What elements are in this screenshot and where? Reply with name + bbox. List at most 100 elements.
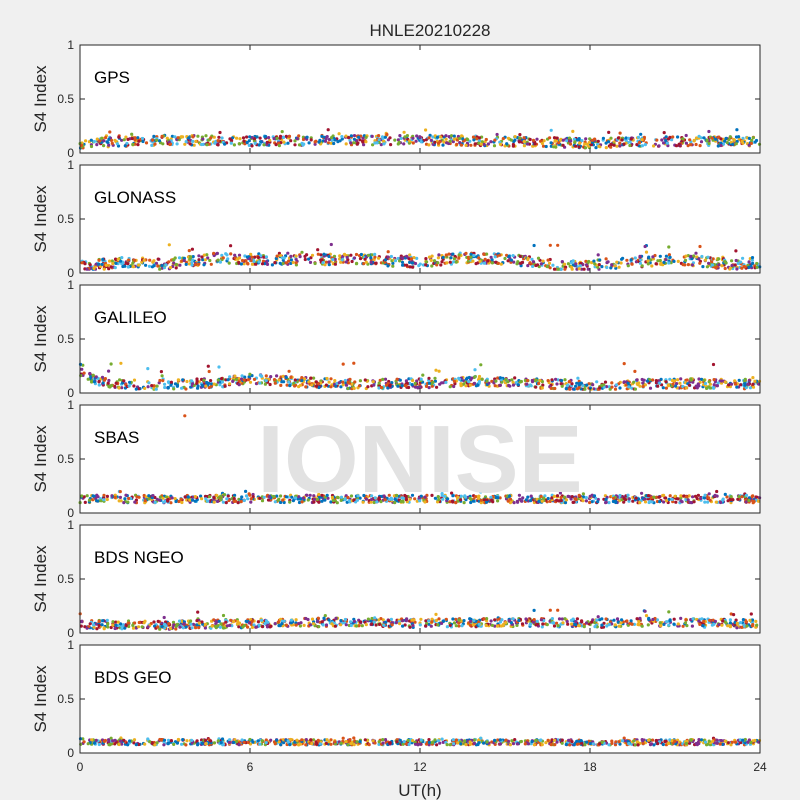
data-point xyxy=(256,620,260,624)
data-point xyxy=(197,626,201,630)
data-point xyxy=(264,255,268,259)
data-point xyxy=(207,495,212,499)
data-point xyxy=(435,385,439,389)
data-point xyxy=(672,259,676,263)
data-point xyxy=(501,137,505,141)
data-point xyxy=(578,264,582,268)
data-point xyxy=(114,623,118,627)
data-point xyxy=(249,252,253,256)
data-point xyxy=(231,379,235,383)
data-point xyxy=(604,141,608,145)
data-point xyxy=(733,382,738,386)
data-point xyxy=(730,259,734,263)
data-point xyxy=(755,265,759,269)
data-point xyxy=(293,378,297,382)
data-point xyxy=(92,140,96,144)
data-point xyxy=(97,383,101,387)
data-point xyxy=(158,267,162,271)
data-point xyxy=(495,132,499,137)
data-point xyxy=(197,254,201,258)
data-point xyxy=(91,494,95,498)
data-point xyxy=(80,494,84,498)
data-point xyxy=(246,497,250,501)
data-point xyxy=(575,381,579,385)
data-point xyxy=(667,261,671,265)
data-point xyxy=(262,143,266,147)
data-point xyxy=(330,622,334,626)
data-point xyxy=(518,136,522,140)
data-point xyxy=(239,262,243,266)
data-point xyxy=(667,610,671,614)
data-point xyxy=(541,259,545,263)
data-point xyxy=(477,256,481,260)
data-point xyxy=(295,137,299,141)
data-point xyxy=(500,618,504,622)
data-point xyxy=(363,378,367,382)
data-point xyxy=(229,252,233,256)
data-point xyxy=(662,131,666,135)
data-point xyxy=(705,386,709,390)
data-point xyxy=(126,137,130,141)
data-point xyxy=(437,617,441,621)
data-point xyxy=(163,622,167,627)
data-point xyxy=(248,493,252,497)
data-point xyxy=(575,387,580,391)
data-point xyxy=(217,619,221,623)
data-point xyxy=(411,141,415,145)
data-point xyxy=(189,619,193,623)
data-point xyxy=(315,384,319,388)
data-point xyxy=(322,616,326,620)
data-point xyxy=(133,500,137,504)
data-point xyxy=(131,265,136,269)
data-point xyxy=(303,254,307,258)
data-point xyxy=(537,381,541,386)
data-point xyxy=(641,381,645,385)
data-point xyxy=(88,622,92,626)
data-point xyxy=(111,262,115,266)
data-point xyxy=(212,618,216,622)
data-point xyxy=(487,381,491,385)
data-point xyxy=(333,257,337,261)
data-point xyxy=(102,627,106,631)
data-point xyxy=(249,497,253,501)
data-point xyxy=(705,138,709,142)
data-point xyxy=(503,621,508,625)
data-point xyxy=(331,257,335,262)
data-point xyxy=(571,129,575,133)
data-point xyxy=(102,493,106,497)
data-point xyxy=(665,620,669,624)
data-point xyxy=(750,624,755,628)
data-point xyxy=(404,379,408,383)
data-point xyxy=(237,379,241,383)
data-point xyxy=(511,383,516,387)
data-point xyxy=(161,379,165,383)
data-point xyxy=(160,266,164,270)
data-point xyxy=(751,136,755,140)
data-point xyxy=(91,373,95,377)
data-point xyxy=(707,261,711,265)
data-point xyxy=(646,259,650,263)
data-point xyxy=(430,620,434,624)
data-point xyxy=(106,141,110,145)
data-point xyxy=(273,261,277,265)
data-point xyxy=(177,378,181,382)
data-point xyxy=(174,266,178,270)
data-point xyxy=(684,386,689,390)
data-point xyxy=(332,254,337,258)
data-point xyxy=(219,494,223,498)
data-point xyxy=(224,620,228,624)
data-point xyxy=(489,140,493,144)
data-point xyxy=(250,625,254,630)
data-point xyxy=(233,374,237,378)
data-point xyxy=(282,380,286,384)
data-point xyxy=(343,617,347,622)
data-point xyxy=(266,620,270,624)
data-point xyxy=(451,617,455,621)
data-point xyxy=(506,259,510,263)
data-point xyxy=(526,256,530,260)
data-point xyxy=(277,378,281,382)
data-point xyxy=(206,364,210,368)
data-point xyxy=(152,620,156,624)
data-point xyxy=(650,500,654,504)
data-point xyxy=(348,138,352,142)
